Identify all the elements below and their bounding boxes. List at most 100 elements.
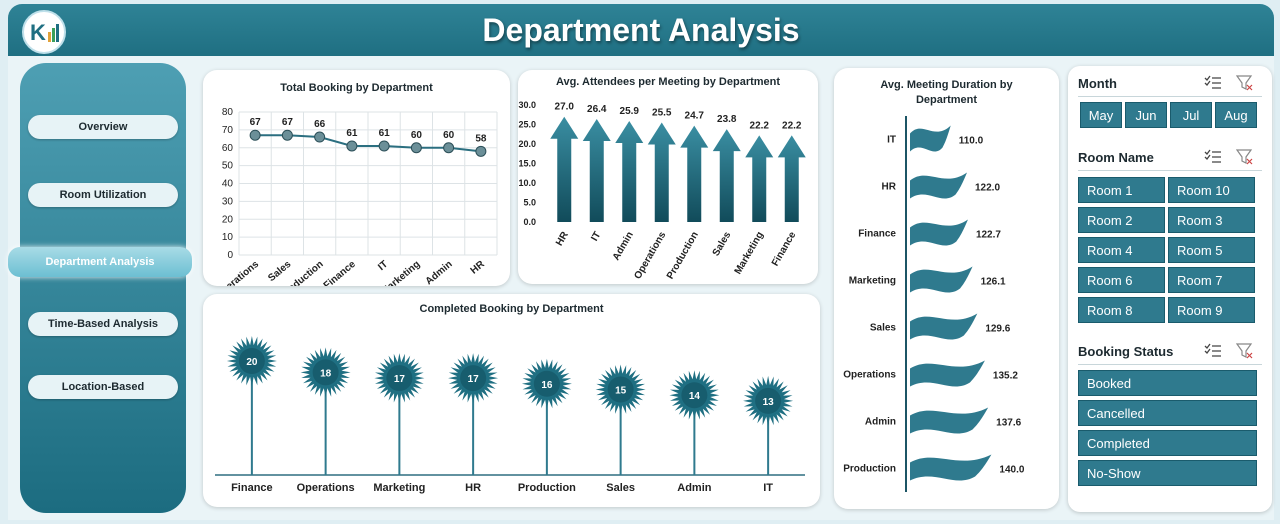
slicer-room-8[interactable]: Room 8 — [1078, 297, 1165, 323]
svg-text:K: K — [30, 20, 46, 45]
nav-room-utilization[interactable]: Room Utilization — [28, 183, 178, 207]
multi-select-icon[interactable] — [1204, 75, 1222, 91]
month-filter-title: Month — [1078, 76, 1117, 91]
slicer-month-may[interactable]: May — [1080, 102, 1122, 128]
x-tick-label: Admin — [424, 259, 455, 286]
slicer-room-5[interactable]: Room 5 — [1168, 237, 1255, 263]
total-booking-chart: 0102030405060708067Operations67Sales66Pr… — [214, 107, 498, 286]
y-tick-label: 15.0 — [518, 159, 536, 169]
divider — [1078, 170, 1262, 171]
y-tick-label: Finance — [858, 229, 896, 240]
multi-select-icon[interactable] — [1204, 343, 1222, 359]
data-label: 58 — [475, 133, 487, 144]
nav-overview[interactable]: Overview — [28, 115, 178, 139]
starburst-core — [607, 376, 634, 403]
slicer-room-4[interactable]: Room 4 — [1078, 237, 1165, 263]
data-label: 122.7 — [976, 230, 1001, 241]
data-label: 129.6 — [985, 324, 1010, 335]
duration-bar — [910, 407, 989, 434]
x-tick-label: Finance — [231, 482, 273, 494]
multi-select-icon[interactable] — [1204, 149, 1222, 165]
data-label: 24.7 — [685, 111, 705, 122]
x-tick-label: Admin — [611, 230, 636, 262]
y-tick-label: Sales — [870, 323, 897, 334]
data-label: 27.0 — [555, 102, 575, 113]
arrow-bar — [680, 125, 709, 222]
clear-filter-icon[interactable] — [1236, 343, 1254, 359]
starburst-core — [312, 359, 339, 386]
nav-time-based-analysis[interactable]: Time-Based Analysis — [28, 312, 178, 336]
slicer-month-aug[interactable]: Aug — [1215, 102, 1257, 128]
x-tick-label: Marketing — [373, 482, 425, 494]
clear-filter-icon[interactable] — [1236, 75, 1254, 91]
slicer-status-booked[interactable]: Booked — [1078, 370, 1257, 396]
avg-attendees-title: Avg. Attendees per Meeting by Department — [555, 76, 781, 88]
data-label: 60 — [443, 130, 455, 141]
nav-department-analysis[interactable]: Department Analysis — [8, 247, 192, 277]
x-tick-label: Operations — [632, 230, 668, 282]
data-point — [314, 131, 326, 143]
arrow-bar — [712, 129, 741, 222]
x-tick-label: HR — [469, 258, 488, 276]
slicer-room-6[interactable]: Room 6 — [1078, 267, 1165, 293]
data-label: 137.6 — [996, 418, 1021, 429]
slicer-room-1[interactable]: Room 1 — [1078, 177, 1165, 203]
data-label: 18 — [320, 368, 332, 379]
slicer-status-no-show[interactable]: No-Show — [1078, 460, 1257, 486]
slicer-status-cancelled[interactable]: Cancelled — [1078, 400, 1257, 426]
slicer-month-jul[interactable]: Jul — [1170, 102, 1212, 128]
data-label: 17 — [394, 374, 406, 385]
x-tick-label: Production — [665, 230, 701, 281]
duration-bar — [910, 454, 992, 481]
avg-attendees-chart: 0.0 5.0 10.0 15.0 20.0 25.0 30.0 27.0 HR 26.4 IT 25… — [518, 100, 806, 282]
starburst-core — [460, 365, 487, 392]
y-tick-label: 30 — [222, 196, 234, 207]
x-tick-label: HR — [554, 229, 571, 248]
page-title: Department Analysis — [482, 12, 800, 48]
slicer-room-10[interactable]: Room 10 — [1168, 177, 1255, 203]
data-label: 122.0 — [975, 183, 1000, 194]
filter-panel: Month May Jun Jul Aug Room Name Room 1 R… — [1068, 66, 1272, 512]
divider — [1078, 364, 1262, 365]
data-label: 20 — [246, 357, 258, 368]
x-tick-label: Marketing — [733, 230, 766, 276]
duration-bar — [910, 313, 978, 340]
x-tick-label: Admin — [677, 482, 712, 494]
starburst-core — [681, 382, 708, 409]
total-booking-title: Total Booking by Department — [280, 82, 433, 94]
y-tick-label: 30.0 — [518, 100, 536, 110]
slicer-status-completed[interactable]: Completed — [1078, 430, 1257, 456]
y-tick-label: IT — [887, 135, 896, 146]
slicer-month-jun[interactable]: Jun — [1125, 102, 1167, 128]
y-tick-label: Production — [843, 464, 896, 475]
status-filter-title: Booking Status — [1078, 344, 1174, 359]
data-point — [410, 142, 422, 154]
clear-filter-icon[interactable] — [1236, 149, 1254, 165]
duration-bar — [910, 360, 985, 387]
x-tick-label: Sales — [711, 230, 734, 259]
data-label: 60 — [411, 130, 423, 141]
avg-duration-card: Avg. Meeting Duration by Department IT 11… — [834, 68, 1059, 509]
x-tick-label: Operations — [297, 482, 355, 494]
data-label: 110.0 — [959, 136, 984, 147]
arrow-bar — [745, 135, 774, 222]
room-filter-title: Room Name — [1078, 150, 1154, 165]
duration-bar — [910, 266, 973, 293]
nav-location-based[interactable]: Location-Based — [28, 375, 178, 399]
arrow-bar — [582, 119, 611, 222]
slicer-room-3[interactable]: Room 3 — [1168, 207, 1255, 233]
data-label: 61 — [346, 128, 358, 139]
slicer-room-7[interactable]: Room 7 — [1168, 267, 1255, 293]
avg-attendees-card: Avg. Attendees per Meeting by Department… — [518, 70, 818, 284]
y-tick-label: 0.0 — [523, 217, 536, 227]
data-point — [378, 140, 390, 152]
data-label: 135.2 — [993, 371, 1018, 382]
slicer-room-2[interactable]: Room 2 — [1078, 207, 1165, 233]
data-label: 66 — [314, 119, 326, 130]
data-label: 22.2 — [782, 120, 802, 131]
arrow-bar — [615, 120, 644, 222]
data-label: 25.5 — [652, 108, 672, 119]
data-label: 16 — [541, 380, 553, 391]
slicer-room-9[interactable]: Room 9 — [1168, 297, 1255, 323]
data-label: 15 — [615, 386, 627, 397]
